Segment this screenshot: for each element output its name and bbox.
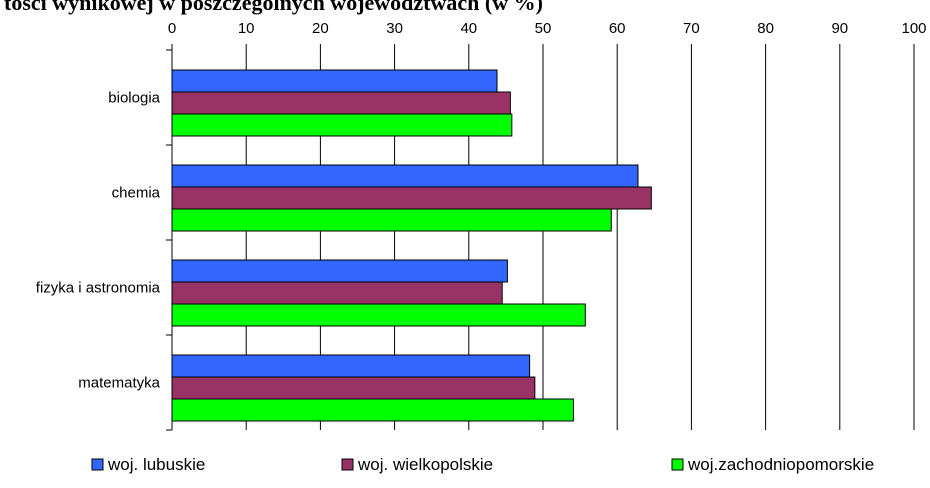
bar-chemia-woj-zachodniopomorskie [171, 208, 612, 232]
category-labels: biologia chemia fizyka i astronomia matemat… [36, 90, 161, 392]
chart-title: tości wynikowej w poszczególnych wojewód… [4, 0, 543, 15]
bar-fizyka-i-astronomia-woj-lubuskie [171, 259, 508, 283]
bar-matematyka-woj-zachodniopomorskie [171, 398, 574, 422]
bars [171, 69, 652, 422]
x-tick-label-0: 0 [168, 20, 176, 37]
category-label-chemia: chemia [112, 185, 161, 202]
x-tick-label-40: 40 [460, 20, 477, 37]
legend-swatch-woj-zachodniopomorskie [671, 458, 684, 471]
x-tick-label-60: 60 [609, 20, 626, 37]
legend-label-woj-lubuskie: woj. lubuskie [107, 455, 205, 474]
bar-biologia-woj-lubuskie [171, 69, 498, 93]
category-label-biologia: biologia [108, 90, 160, 107]
x-tick-label-50: 50 [535, 20, 552, 37]
category-label-fizyka-i-astronomia: fizyka i astronomia [36, 280, 161, 297]
bar-chemia-woj-lubuskie [171, 164, 639, 188]
bar-fizyka-i-astronomia-woj-wielkopolskie [171, 281, 503, 305]
x-tick-label-20: 20 [312, 20, 329, 37]
x-tick-label-30: 30 [386, 20, 403, 37]
bar-matematyka-woj-wielkopolskie [171, 376, 536, 400]
legend-label-woj-zachodniopomorskie: woj.zachodniopomorskie [687, 455, 874, 474]
bar-fizyka-i-astronomia-woj-zachodniopomorskie [171, 303, 586, 327]
bar-biologia-woj-zachodniopomorskie [171, 113, 513, 137]
legend: woj. lubuskie woj. wielkopolskie woj.zacho… [91, 455, 874, 474]
category-label-matematyka: matematyka [78, 375, 160, 392]
bar-biologia-woj-wielkopolskie [171, 91, 511, 115]
x-tick-label-90: 90 [831, 20, 848, 37]
x-tick-label-10: 10 [238, 20, 255, 37]
x-tick-label-80: 80 [757, 20, 774, 37]
legend-swatch-woj-lubuskie [91, 458, 104, 471]
x-tick-labels: 0 10 20 30 40 50 60 70 80 90 100 [168, 20, 927, 37]
x-tick-label-70: 70 [683, 20, 700, 37]
bar-chemia-woj-wielkopolskie [171, 186, 652, 210]
legend-label-woj-wielkopolskie: woj. wielkopolskie [357, 455, 493, 474]
x-tick-label-100: 100 [901, 20, 926, 37]
legend-swatch-woj-wielkopolskie [341, 458, 354, 471]
bar-matematyka-woj-lubuskie [171, 354, 531, 378]
